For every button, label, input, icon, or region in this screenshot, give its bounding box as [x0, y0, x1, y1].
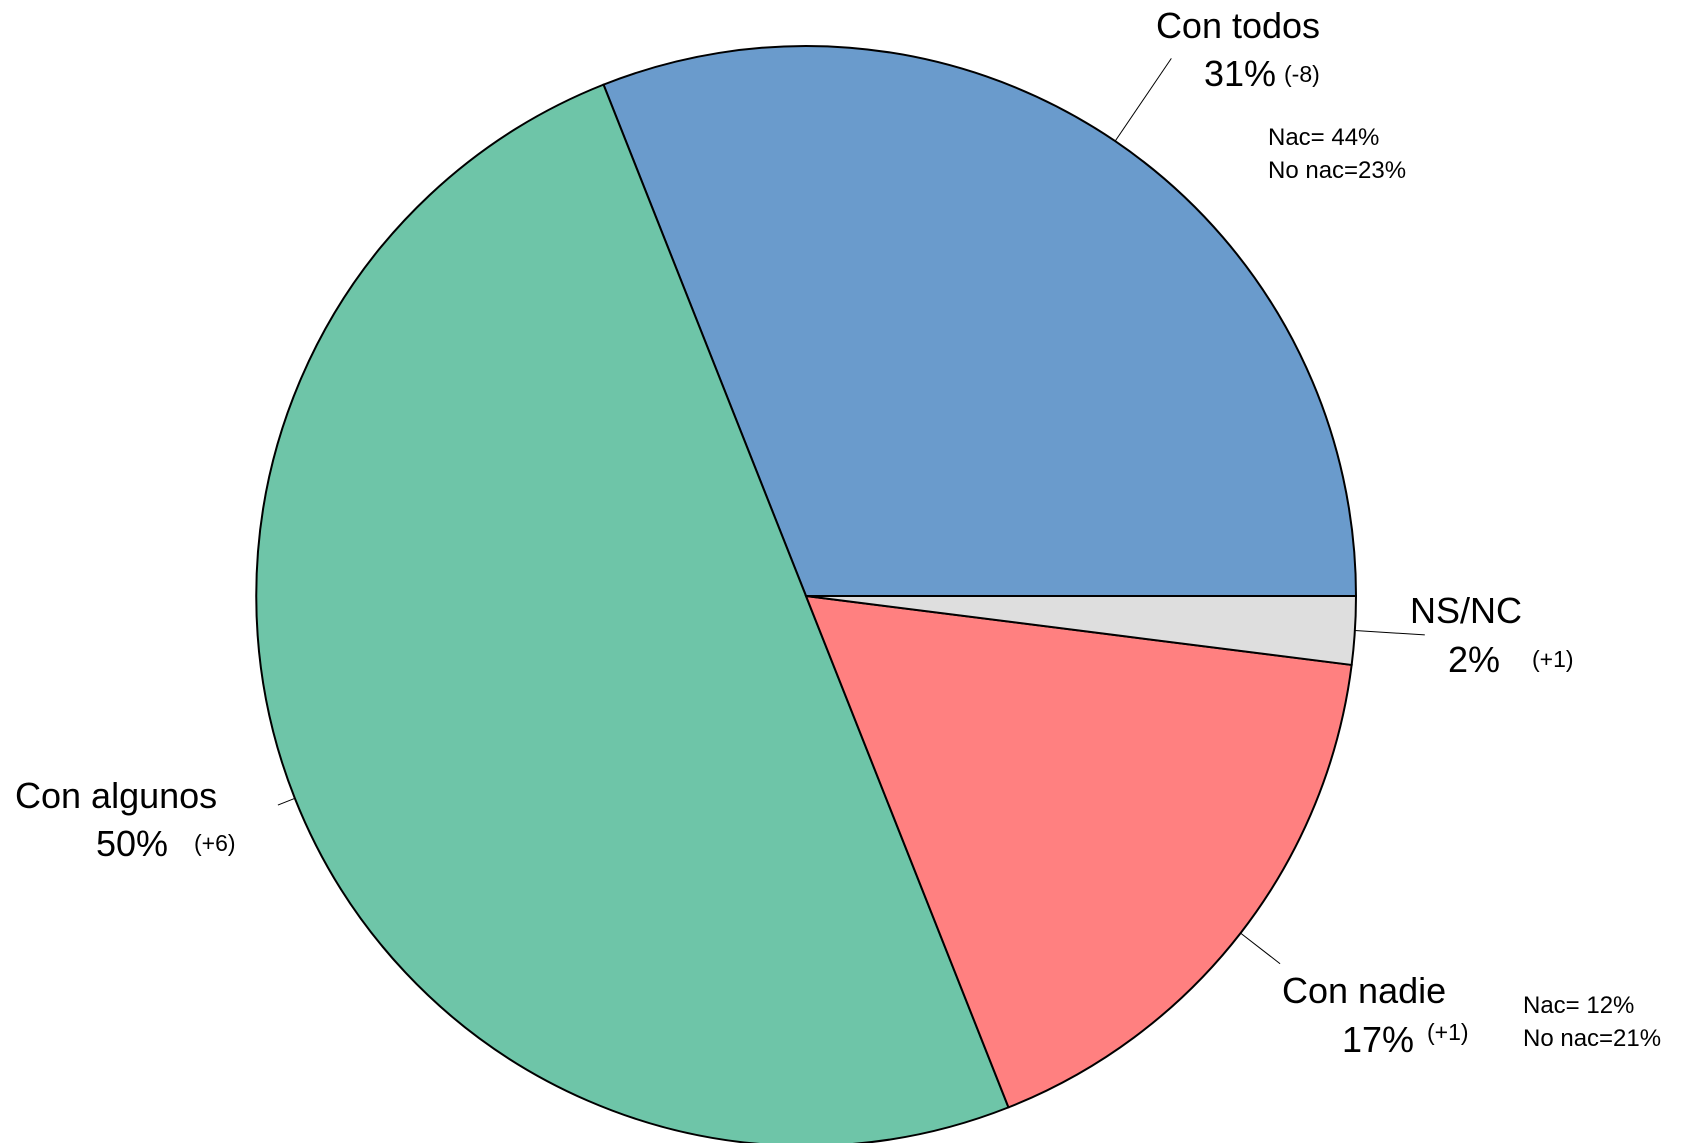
leader-line-con-nadie — [1240, 932, 1281, 965]
slice-pct-con-algunos: 50% — [96, 823, 168, 864]
label-con-algunos: Con algunos 50% (+6) — [15, 775, 236, 864]
slice-name-con-todos: Con todos — [1156, 5, 1320, 46]
slice-note-con-nadie-nac: Nac= 12% — [1523, 992, 1634, 1019]
label-con-nadie: Con nadie 17% (+1) Nac= 12% No nac=21% — [1282, 970, 1661, 1060]
slice-pct-con-todos: 31% — [1204, 53, 1276, 94]
slice-change-ns-nc: (+1) — [1532, 646, 1574, 672]
pie-slice-con-todos — [602, 45, 1358, 597]
slice-note-con-todos-nonac: No nac=23% — [1268, 157, 1406, 184]
leader-lines — [277, 58, 1425, 965]
slice-pct-ns-nc: 2% — [1448, 639, 1500, 680]
slice-note-con-todos-nac: Nac= 44% — [1268, 124, 1379, 151]
label-con-todos: Con todos 31% (-8) Nac= 44% No nac=23% — [1156, 5, 1406, 184]
pie-slice-con-nadie — [804, 594, 1353, 1109]
slice-change-con-todos: (-8) — [1284, 61, 1320, 87]
slice-change-con-nadie: (+1) — [1427, 1019, 1469, 1045]
slice-change-con-algunos: (+6) — [194, 830, 236, 856]
slice-name-ns-nc: NS/NC — [1410, 590, 1522, 631]
slice-note-con-nadie-nonac: No nac=21% — [1523, 1025, 1661, 1052]
pie-slices — [255, 45, 1358, 1143]
leader-line-con-todos — [1114, 58, 1172, 142]
slice-pct-con-nadie: 17% — [1342, 1019, 1414, 1060]
slice-name-con-nadie: Con nadie — [1282, 970, 1446, 1011]
leader-line-ns-nc — [1354, 630, 1425, 636]
pie-slice-con-algunos — [255, 83, 1010, 1143]
slice-name-con-algunos: Con algunos — [15, 775, 217, 816]
label-ns-nc: NS/NC 2% (+1) — [1410, 590, 1574, 680]
leader-line-con-algunos — [277, 798, 295, 806]
